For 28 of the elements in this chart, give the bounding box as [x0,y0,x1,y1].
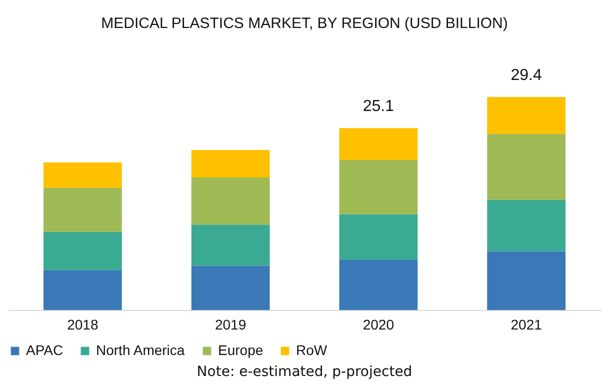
x-tick-label: 2018 [67,316,98,332]
bar [339,260,418,310]
legend-label: Europe [218,342,264,358]
bar [339,160,418,214]
bar [191,178,270,225]
legend-label: North America [96,342,185,358]
bar [191,150,270,178]
bar [43,232,122,270]
bar [487,134,566,200]
bar [487,200,566,252]
bar [191,266,270,310]
bar [339,214,418,260]
x-tick-label: 2020 [362,316,394,332]
bar [43,162,122,188]
text: Note: e-estimated, p-projected [196,364,414,380]
x-tick-label: 2019 [214,316,246,332]
chart-title: MEDICAL PLASTICS MARKET, BY REGION (USD BILLION) [101,15,508,32]
bar [191,224,270,266]
legend-label: RoW [296,342,328,358]
bar [43,270,122,310]
legend-label: APAC [26,342,64,358]
bar [487,251,566,310]
bar [339,128,418,160]
bar [487,97,566,134]
x-tick-label: 2021 [510,316,542,332]
annotation: 25.1 [362,98,394,116]
bar [43,188,122,232]
annotation: 29.4 [510,67,542,84]
